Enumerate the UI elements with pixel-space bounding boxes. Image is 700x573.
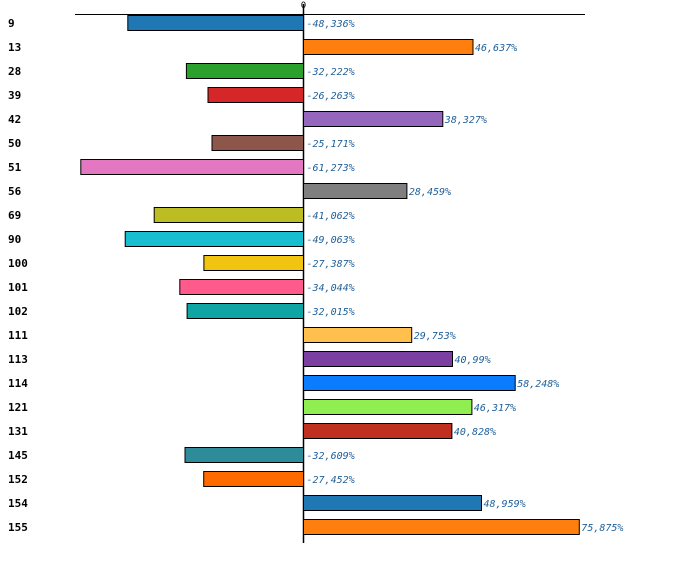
bar-9 <box>127 15 304 31</box>
value-label-39: -26,263% <box>307 91 355 102</box>
category-label-51: 51 <box>8 161 22 174</box>
value-label-111: 29,753% <box>414 331 456 342</box>
bar-145 <box>184 447 304 463</box>
category-label-13: 13 <box>8 41 21 54</box>
category-label-101: 101 <box>8 281 28 294</box>
bar-102 <box>186 303 305 319</box>
bar-100 <box>203 255 304 271</box>
value-label-145: -32,609% <box>307 451 355 462</box>
category-label-152: 152 <box>8 473 28 486</box>
value-label-155: 75,875% <box>581 523 623 534</box>
value-label-56: 28,459% <box>409 187 451 198</box>
bar-90 <box>124 231 304 247</box>
bars-group: 9 -48,336% 13 46,637% 28 -32,222% 39 -26,263% 42… <box>8 15 623 535</box>
bar-113 <box>303 351 453 367</box>
category-label-155: 155 <box>8 521 28 534</box>
bar-131 <box>303 423 453 439</box>
value-label-51: -61,273% <box>307 163 355 174</box>
bar-152 <box>203 471 304 487</box>
value-label-102: -32,015% <box>307 307 355 318</box>
category-label-131: 131 <box>8 425 28 438</box>
bar-101 <box>179 279 304 295</box>
bar-56 <box>303 183 408 199</box>
value-label-121: 46,317% <box>474 403 516 414</box>
bar-51 <box>80 159 304 175</box>
bar-28 <box>185 63 304 79</box>
bar-39 <box>207 87 304 103</box>
value-label-90: -49,063% <box>307 235 355 246</box>
category-label-114: 114 <box>8 377 28 390</box>
bar-121 <box>303 399 473 415</box>
category-label-154: 154 <box>8 497 28 510</box>
value-label-100: -27,387% <box>307 259 355 270</box>
value-label-154: 48,959% <box>484 499 526 510</box>
bar-13 <box>303 39 474 55</box>
value-label-9: -48,336% <box>307 19 355 30</box>
value-label-28: -32,222% <box>307 67 355 78</box>
bar-114 <box>303 375 516 391</box>
value-label-69: -41,062% <box>307 211 355 222</box>
bar-154 <box>303 495 482 511</box>
category-label-69: 69 <box>8 209 21 222</box>
category-label-111: 111 <box>8 329 28 342</box>
value-label-42: 38,327% <box>444 115 487 126</box>
category-label-102: 102 <box>8 305 28 318</box>
bar-111 <box>303 327 413 343</box>
value-label-152: -27,452% <box>307 475 355 486</box>
category-label-100: 100 <box>8 257 28 270</box>
category-label-42: 42 <box>8 113 21 126</box>
bar-155 <box>303 519 580 535</box>
value-label-131: 40,828% <box>454 427 496 438</box>
category-label-121: 121 <box>8 401 28 414</box>
category-label-39: 39 <box>8 89 21 102</box>
zero-tick-label: 0 <box>301 1 306 11</box>
category-label-90: 90 <box>8 233 21 246</box>
category-label-145: 145 <box>8 449 28 462</box>
value-label-13: 46,637% <box>475 43 517 54</box>
bar-42 <box>303 111 444 127</box>
category-label-50: 50 <box>8 137 21 150</box>
bar-69 <box>153 207 304 223</box>
bar-50 <box>211 135 304 151</box>
value-label-114: 58,248% <box>517 379 559 390</box>
value-label-101: -34,044% <box>307 283 355 294</box>
category-label-28: 28 <box>8 65 21 78</box>
value-label-50: -25,171% <box>307 139 355 150</box>
category-label-9: 9 <box>8 17 15 30</box>
category-label-56: 56 <box>8 185 22 198</box>
category-label-113: 113 <box>8 353 28 366</box>
value-label-113: 40,99% <box>455 355 491 366</box>
